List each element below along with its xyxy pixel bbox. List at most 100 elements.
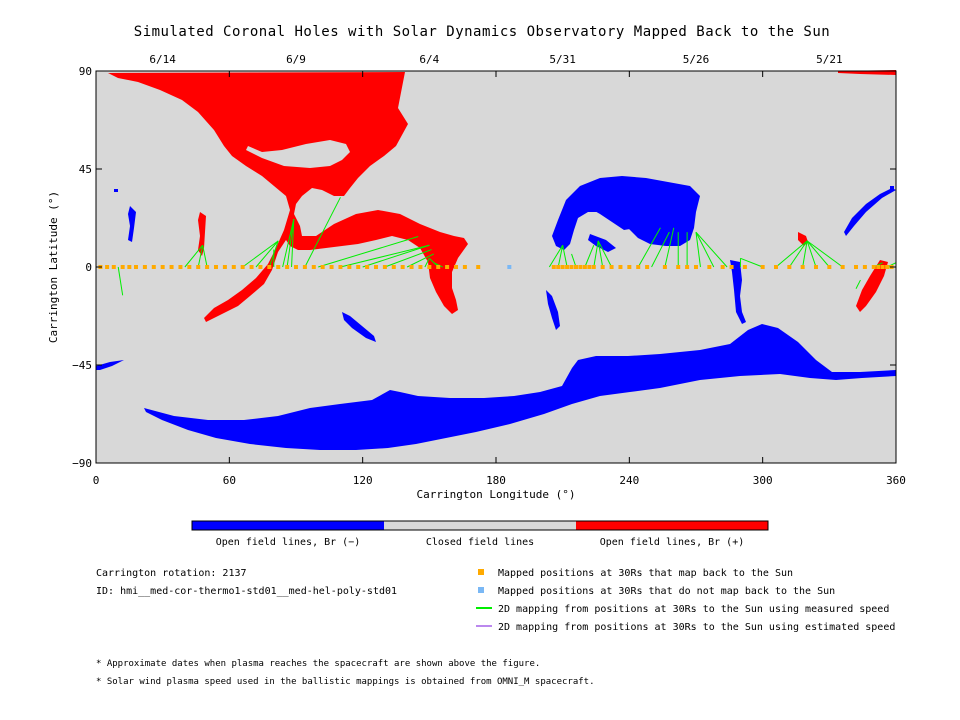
mapped-point [800, 265, 805, 269]
mapped-point [178, 265, 183, 269]
mapped-point [578, 265, 583, 269]
mapped-point [636, 265, 641, 269]
mapped-point [862, 265, 867, 269]
y-tick-label: 0 [85, 261, 92, 274]
mapped-point [294, 265, 298, 269]
y-tick-label: 90 [79, 65, 92, 78]
date-label: 6/4 [419, 53, 439, 66]
footnote-2: * Solar wind plasma speed used in the ba… [96, 677, 595, 687]
colorbar-label-positive: Open field lines, Br (+) [600, 537, 745, 548]
mapped-point [365, 265, 370, 269]
field-line [695, 231, 728, 268]
mapped-point [609, 265, 614, 269]
mapped-point [476, 265, 481, 269]
legend-not-mapped-label: Mapped positions at 30Rs that do not map… [498, 586, 835, 597]
mapped-point [760, 265, 765, 269]
mapped-point [645, 265, 650, 269]
legend-mapped-marker [478, 569, 484, 575]
colorbar-frame [191, 520, 769, 531]
x-axis-label: Carrington Longitude (°) [417, 488, 576, 501]
field-line [788, 240, 808, 268]
mapped-point [618, 265, 623, 269]
mapped-point [551, 265, 556, 269]
field-line [242, 240, 279, 268]
mapped-point [285, 265, 290, 269]
coronal-hole-negative-strand-3 [730, 260, 746, 324]
mapped-point [311, 265, 316, 269]
mapped-point [582, 265, 587, 269]
mapped-point [556, 265, 561, 269]
field-line [184, 244, 204, 268]
x-tick-label: 240 [619, 474, 639, 487]
date-label: 6/9 [286, 53, 306, 66]
colorbar-negative [192, 521, 384, 530]
mapped-point [196, 265, 201, 269]
mapped-point [560, 265, 565, 269]
field-line [548, 244, 564, 268]
mapped-point [400, 265, 405, 269]
mapped-point [356, 265, 361, 269]
mapped-point [240, 265, 245, 269]
field-lines [117, 197, 897, 296]
colorbar-label-closed: Closed field lines [426, 537, 534, 548]
model-id: ID: hmi__med-cor-thermo1-std01__med-hel-… [96, 586, 397, 597]
mapped-point [249, 265, 254, 269]
mapped-point [134, 265, 138, 269]
field-line [695, 232, 701, 268]
mapped-point [231, 265, 236, 269]
coronal-hole-negative-upper-right [844, 188, 896, 236]
date-label: 5/26 [683, 53, 710, 66]
mapped-point [876, 265, 881, 269]
field-line [806, 240, 817, 268]
mapped-point [720, 265, 725, 269]
field-line [806, 240, 830, 268]
mapped-point [320, 265, 325, 269]
y-tick-label: −90 [72, 457, 92, 470]
field-line [637, 227, 661, 268]
coronal-hole-positive-north [108, 72, 468, 322]
mapped-point [814, 265, 818, 269]
mapped-point [827, 265, 832, 269]
coronal-hole-negative-small-2 [342, 312, 376, 342]
plot-area [95, 70, 897, 464]
coronal-hole-negative-ring [552, 176, 700, 250]
mapped-point [454, 265, 458, 269]
field-line [286, 219, 295, 268]
mapped-point [151, 265, 156, 269]
x-tick-label: 300 [753, 474, 773, 487]
coronal-hole-negative-strand-2 [546, 290, 560, 330]
mapped-point [627, 265, 632, 269]
mapped-point [258, 265, 263, 269]
coronal-hole-negative-left-sliver [96, 360, 124, 370]
mapped-point [427, 265, 432, 269]
mapped-point [111, 265, 116, 269]
field-line [651, 231, 670, 268]
mapped-point [120, 265, 125, 269]
mapped-point [742, 265, 747, 269]
mapped-point [840, 265, 845, 269]
coronal-hole-negative-strand-1 [588, 234, 616, 252]
mapped-point [205, 265, 210, 269]
date-label: 5/21 [816, 53, 843, 66]
legend-not-mapped-marker [478, 587, 484, 593]
field-line [202, 245, 208, 268]
legend-estimated-label: 2D mapping from positions at 30Rs to the… [498, 622, 895, 633]
coronal-hole-negative-south [144, 324, 896, 450]
carrington-rotation: Carrington rotation: 2137 [96, 568, 247, 579]
mapped-point [302, 265, 307, 269]
field-line [291, 219, 295, 268]
mapped-point [276, 265, 281, 269]
y-axis-label: Carrington Latitude (°) [47, 191, 60, 343]
colorbar-closed [384, 521, 576, 530]
date-label: 6/14 [149, 53, 176, 66]
mapped-point [347, 265, 352, 269]
field-line [593, 240, 599, 268]
not-mapped-point [507, 265, 512, 269]
mapped-point [169, 265, 174, 269]
field-line [340, 244, 430, 268]
mapped-point [871, 265, 876, 269]
mapped-point [707, 265, 712, 269]
x-tick-label: 360 [886, 474, 906, 487]
mapped-point [222, 265, 227, 269]
mapped-point [127, 265, 132, 269]
